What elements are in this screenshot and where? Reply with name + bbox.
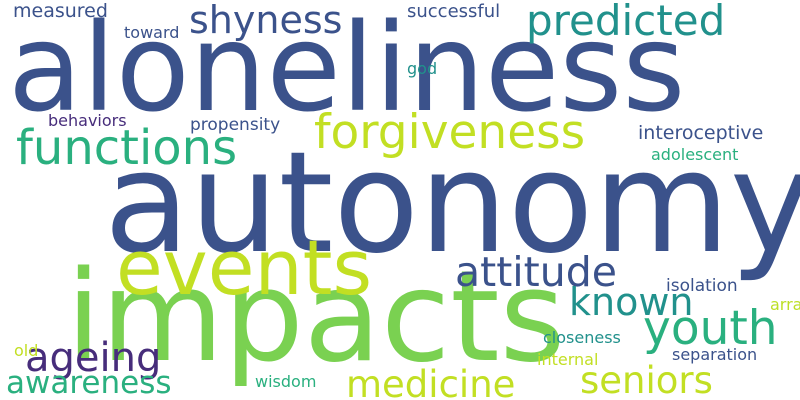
word-old: old [14, 341, 39, 360]
word-internal: internal [537, 350, 599, 369]
word-god: god [407, 59, 438, 78]
word-impacts: impacts [66, 243, 566, 390]
word-shyness: shyness [189, 0, 343, 42]
word-measured: measured [13, 0, 108, 22]
word-autonomy: autonomy [104, 122, 800, 285]
word-behaviors: behaviors [48, 111, 127, 130]
word-toward: toward [124, 23, 180, 42]
word-successful: successful [407, 1, 501, 22]
word-functions: functions [16, 120, 238, 176]
word-forgiveness: forgiveness [314, 105, 586, 160]
word-medicine: medicine [346, 363, 516, 400]
word-arrangement: arrangement [770, 295, 800, 314]
word-isolation: isolation [666, 276, 738, 296]
word-closeness: closeness [543, 328, 621, 347]
word-seniors: seniors [580, 359, 713, 400]
word-attitude: attitude [455, 248, 617, 296]
word-separation: separation [672, 345, 758, 364]
word-interoceptive: interoceptive [638, 122, 764, 144]
word-known: known [569, 280, 694, 324]
word-aloneliness: aloneliness [8, 0, 686, 139]
word-predicted: predicted [526, 0, 726, 45]
word-propensity: propensity [190, 115, 281, 135]
word-ageing: ageing [25, 335, 162, 381]
word-events: events [116, 223, 373, 312]
word-adolescent: adolescent [651, 145, 739, 164]
word-wisdom: wisdom [255, 372, 317, 391]
word-awareness: awareness [6, 365, 172, 400]
word-youth: youth [643, 301, 778, 356]
